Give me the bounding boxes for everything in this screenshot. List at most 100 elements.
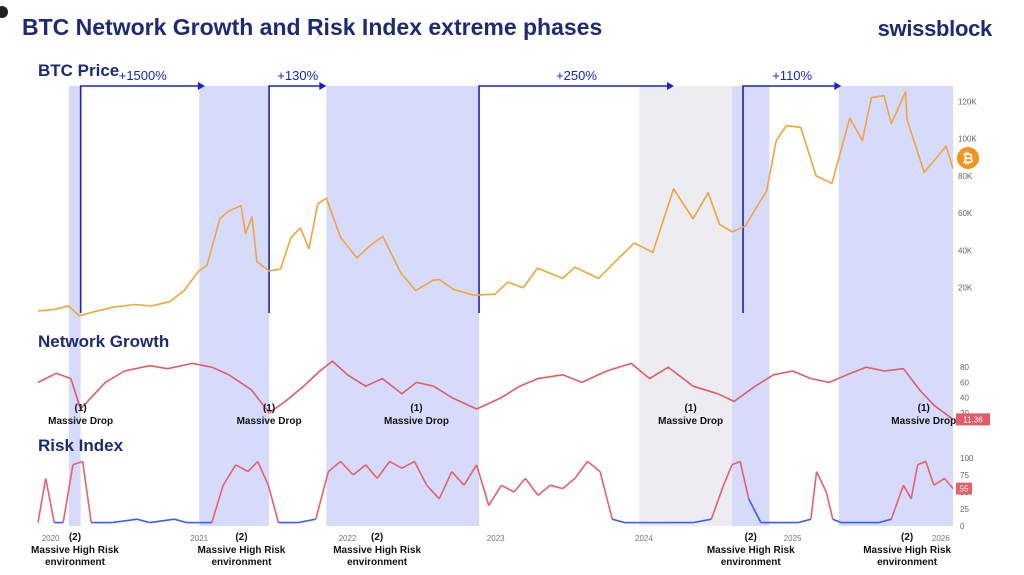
annotation-label: Massive High Risk <box>198 545 286 556</box>
shaded-period <box>199 86 270 526</box>
annotation-label: environment <box>45 557 106 568</box>
ng-tick-label: 80 <box>960 363 969 372</box>
ng-tick-label: 40 <box>960 394 969 403</box>
risk-segment <box>488 484 503 507</box>
gain-label: +250% <box>556 68 597 83</box>
risk-segment <box>586 460 601 473</box>
risk-segment <box>798 518 812 524</box>
year-tick-label: 2026 <box>932 534 950 543</box>
annotation-number: (1) <box>75 403 87 414</box>
annotation-label: environment <box>211 557 272 568</box>
risk-segment <box>692 518 712 524</box>
year-tick-label: 2024 <box>635 534 653 543</box>
annotation-number: (2) <box>69 532 81 543</box>
risk-segment <box>710 484 725 520</box>
annotation-label: Massive Drop <box>384 416 449 427</box>
risk-current-value: 55 <box>960 485 969 494</box>
risk-segment <box>815 471 828 493</box>
risk-segment <box>315 471 330 520</box>
ng-tick-label: 60 <box>960 378 969 387</box>
risk-segment <box>44 478 56 523</box>
risk-segment <box>902 484 912 500</box>
ng-current-badge <box>956 413 990 426</box>
price-tick-label: 60K <box>958 209 973 218</box>
risk-segment <box>426 484 440 500</box>
risk-segment <box>739 461 750 499</box>
annotation-number: (2) <box>745 532 757 543</box>
risk-segment <box>748 498 762 523</box>
annotation-label: environment <box>877 557 938 568</box>
risk-segment <box>256 461 270 486</box>
year-tick-label: 2021 <box>190 534 208 543</box>
risk-segment <box>810 471 818 520</box>
gain-label: +130% <box>277 68 318 83</box>
risk-segment <box>401 460 415 469</box>
risk-segment <box>549 484 563 490</box>
brand-logo: swissblock <box>877 16 993 41</box>
annotation-label: environment <box>721 557 782 568</box>
risk-tick-label: 0 <box>960 522 965 531</box>
risk-segment <box>910 464 919 499</box>
annotation-number: (1) <box>410 403 422 414</box>
gain-arrows: +1500% +130% +250% +110% <box>79 68 842 313</box>
year-tick-label: 2020 <box>42 534 60 543</box>
risk-segment <box>524 477 539 496</box>
risk-segment <box>72 460 83 466</box>
year-tick-label: 2022 <box>339 534 357 543</box>
year-tick-label: 2025 <box>784 534 802 543</box>
arrow-head-icon <box>197 82 205 90</box>
risk-segment <box>247 460 259 473</box>
annotation-label: Massive High Risk <box>707 545 795 556</box>
risk-tick-label: 100 <box>960 454 974 463</box>
ng-current-value: 11.36 <box>963 415 983 424</box>
annotation-label: Massive High Risk <box>333 545 421 556</box>
risk-segment <box>211 484 224 523</box>
network-growth-panel: Network Growth 20 40 60 80 11.36 (1) Massive D… <box>37 332 990 427</box>
svg-text:₿: ₿ <box>962 150 973 166</box>
gain-arrow <box>742 85 836 313</box>
risk-tick-label: 75 <box>960 471 969 480</box>
risk-segment <box>612 518 626 524</box>
annotation-number: (2) <box>235 532 247 543</box>
price-tick-label: 20K <box>958 284 973 293</box>
annotation-label: Massive Drop <box>891 416 956 427</box>
ng-tick-label: 20 <box>960 409 969 418</box>
risk-segment <box>501 484 515 493</box>
risk-segment <box>339 460 354 476</box>
network-growth-panel-title: Network Growth <box>38 332 169 351</box>
annotation-number: (2) <box>901 532 913 543</box>
risk-segment <box>722 464 733 486</box>
risk-segment <box>451 471 465 486</box>
chart-title: BTC Network Growth and Risk Index extrem… <box>22 14 603 40</box>
arrow-head-icon <box>666 82 674 90</box>
risk-segment <box>37 478 47 523</box>
risk-segment <box>222 464 237 486</box>
shaded-period <box>326 86 480 526</box>
risk-segment <box>376 460 391 479</box>
shaded-period <box>639 86 733 526</box>
risk-segment <box>943 477 954 490</box>
gain-label: +1500% <box>119 68 168 83</box>
risk-segment <box>327 460 342 473</box>
risk-segment <box>933 477 945 486</box>
shaded-period <box>732 86 770 526</box>
annotation-number: (1) <box>685 403 697 414</box>
risk-segment <box>562 477 576 490</box>
annotation-label: Massive High Risk <box>31 545 119 556</box>
shaded-period <box>838 86 953 526</box>
gain-arrow <box>79 85 199 313</box>
year-axis: 2020 2021 2022 2023 2024 2025 2026 <box>42 534 951 543</box>
risk-segment <box>925 461 935 486</box>
risk-segment <box>352 464 367 476</box>
risk-segment <box>136 518 150 524</box>
risk-segment <box>297 518 316 524</box>
risk-segment <box>62 464 74 523</box>
shaded-periods <box>68 86 953 526</box>
annotation-label: environment <box>347 557 408 568</box>
risk-segment <box>267 484 280 523</box>
carousel-prev-button[interactable] <box>0 6 8 18</box>
annotation-label: Massive Drop <box>237 416 302 427</box>
price-panel: BTC Price 20K 40K 60K 80K 100K 120K <box>37 61 977 317</box>
risk-segment <box>389 460 403 469</box>
